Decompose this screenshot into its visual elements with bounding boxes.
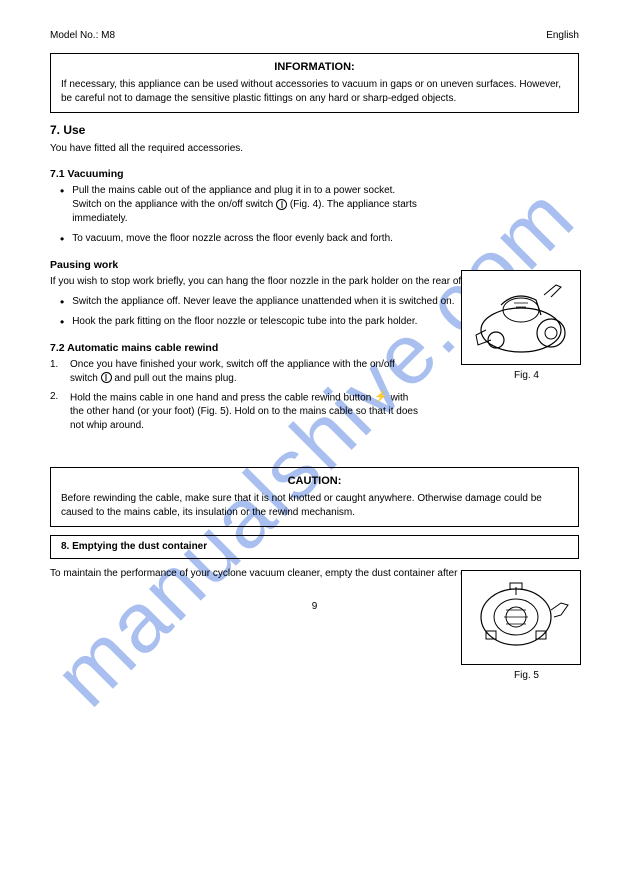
caution-title: CAUTION:	[61, 474, 568, 489]
caution-body: Before rewinding the cable, make sure th…	[61, 492, 568, 520]
vacuum-top-illustration-icon	[466, 575, 576, 660]
vacuum-step1: Pull the mains cable out of the applianc…	[72, 184, 420, 226]
figure-5-box	[461, 570, 581, 665]
number-2: 2.	[50, 390, 64, 433]
plug-icon: ⚡	[374, 390, 388, 405]
figure-5-label: Fig. 5	[514, 670, 539, 681]
number-1: 1.	[50, 358, 64, 386]
caution-box: CAUTION: Before rewinding the cable, mak…	[50, 467, 579, 527]
bullet-icon: •	[60, 295, 64, 309]
header-model: Model No.: M8	[50, 30, 115, 41]
cord-step1: Once you have finished your work, switch…	[70, 358, 420, 386]
vacuum-step2: To vacuum, move the floor nozzle across …	[72, 232, 420, 246]
vacuum-illustration-icon	[466, 275, 576, 360]
figure-4-box	[461, 270, 581, 365]
power-symbol-icon	[101, 372, 112, 383]
figure-4-label: Fig. 4	[514, 370, 539, 381]
bullet-icon: •	[60, 315, 64, 329]
power-symbol-icon	[276, 199, 287, 210]
subsection-pausing: Pausing work	[50, 259, 579, 271]
bullet-icon: •	[60, 232, 64, 246]
subsection-vacuuming: 7.1 Vacuuming	[50, 168, 579, 180]
empty-container-box: 8. Emptying the dust container	[50, 535, 579, 559]
cord-step2: Hold the mains cable in one hand and pre…	[70, 390, 420, 433]
information-body: If necessary, this appliance can be used…	[61, 78, 568, 106]
bullet-icon: •	[60, 184, 64, 198]
intro-para: You have fitted all the required accesso…	[50, 142, 579, 156]
information-box: INFORMATION: If necessary, this applianc…	[50, 53, 579, 113]
information-title: INFORMATION:	[61, 60, 568, 75]
section-use-heading: 7. Use	[50, 123, 579, 137]
header-language: English	[546, 30, 579, 41]
empty-title: 8. Emptying the dust container	[61, 541, 207, 552]
